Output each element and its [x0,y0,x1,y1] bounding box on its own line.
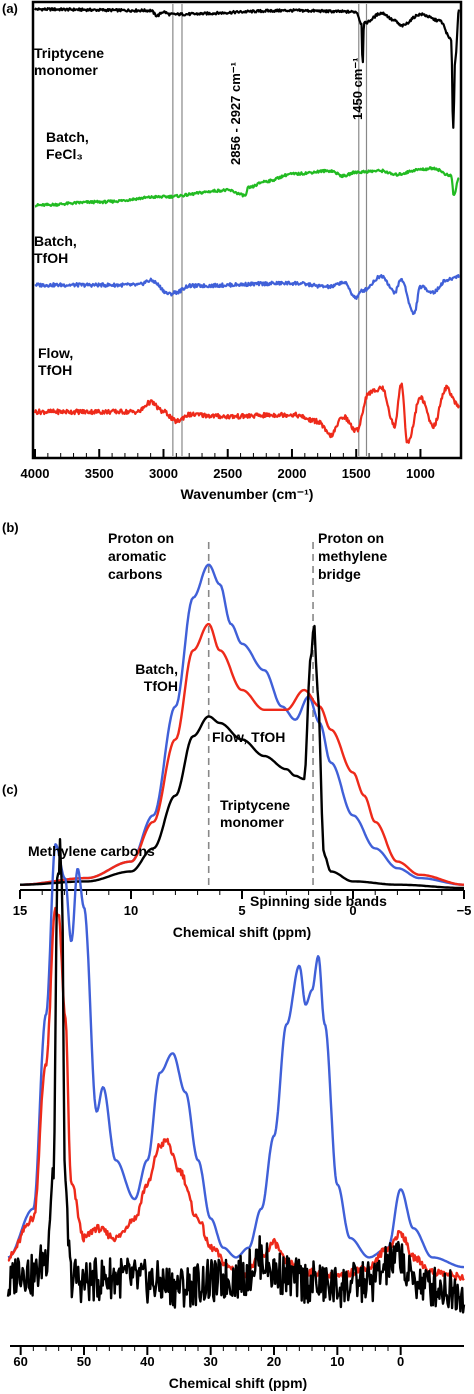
panel-c: 60 50 40 30 20 10 0 Chemical shift (ppm) Methy… [6,838,466,1391]
x-tick-label: 10 [124,903,138,918]
panel-b: Proton on aromatic carbons Proton on methyle… [13,530,472,940]
series-batch-tfoh-line [20,563,464,886]
series-label-flow-tfoh-0: Flow, TfOH [212,729,285,745]
series-red-line [7,906,465,1282]
series-label-batch-tfoh-1: TfOH [34,250,68,266]
annotation-line-1-0: Proton on [318,530,384,546]
series-label-triptycene-monomer-1: monomer [220,814,284,830]
series-label-triptycene-monomer-1: monomer [34,62,98,78]
panel-a: TriptycenemonomerBatch,FeCl₃Batch,TfOHFl… [21,0,463,502]
panel-a-xlabel: Wavenumber (cm⁻¹) [181,486,314,502]
x-tick-label: 50 [77,1354,91,1369]
annotation-line-0-0: Proton on [108,530,174,546]
panel-label-b: (b) [2,520,19,535]
x-tick-label: 4000 [21,466,50,481]
x-tick-label: 10 [330,1354,344,1369]
series-label-triptycene-monomer-0: Triptycene [220,797,290,813]
x-tick-label: 30 [203,1354,217,1369]
annotation-line-0-2: carbons [108,566,163,582]
annotation-methylene-carbons: Methylene carbons [28,843,155,859]
series-triptycene-monomer-line [34,7,461,129]
panel-b-xlabel: Chemical shift (ppm) [173,924,311,940]
series-flow-tfoh-line [20,622,464,886]
panel-label-a: (a) [2,1,18,16]
series-flow-tfoh-line [33,382,461,444]
series-label-batch-tfoh-0: Batch, [135,661,178,677]
x-tick-label: 0 [349,903,356,918]
x-tick-label: 20 [267,1354,281,1369]
annotation-line-1-2: bridge [318,566,361,582]
x-tick-label: 1500 [342,466,371,481]
series-black-line [6,838,466,1314]
series-label-batch-tfoh-1: TfOH [144,678,178,694]
panel-a-frame [31,0,463,460]
panel-c-xlabel: Chemical shift (ppm) [169,1375,307,1391]
series-triptycene-monomer-line [20,624,464,890]
series-label-flow-tfoh-0: Flow, [38,345,73,361]
series-batch-fecl3-line [34,166,460,208]
x-tick-label: 2000 [278,466,307,481]
annotation-1450: 1450 cm⁻¹ [350,57,365,120]
x-tick-label: 3500 [85,466,114,481]
x-tick-label: 2500 [213,466,242,481]
series-label-batch-fecl3-0: Batch, [46,129,89,145]
annotation-2856-2927: 2856 - 2927 cm⁻¹ [228,62,243,165]
series-label-batch-tfoh-0: Batch, [34,233,77,249]
x-tick-label: 0 [397,1354,404,1369]
series-label-flow-tfoh-1: TfOH [38,362,72,378]
series-label-batch-fecl3-1: FeCl₃ [46,146,83,162]
x-tick-label: 60 [13,1354,27,1369]
x-tick-label: 15 [13,903,27,918]
x-tick-label: 40 [140,1354,154,1369]
x-tick-label: 3000 [149,466,178,481]
x-tick-label: −5 [457,903,472,918]
x-tick-label: 1000 [406,466,435,481]
series-batch-tfoh-line [34,274,461,316]
annotation-line-1-1: methylene [318,548,387,564]
x-tick-label: 5 [238,903,245,918]
annotation-spinning-side-bands: Spinning side bands [250,893,387,909]
annotation-line-0-1: aromatic [108,548,167,564]
panel-label-c: (c) [2,782,18,797]
series-label-triptycene-monomer-0: Triptycene [34,45,104,61]
